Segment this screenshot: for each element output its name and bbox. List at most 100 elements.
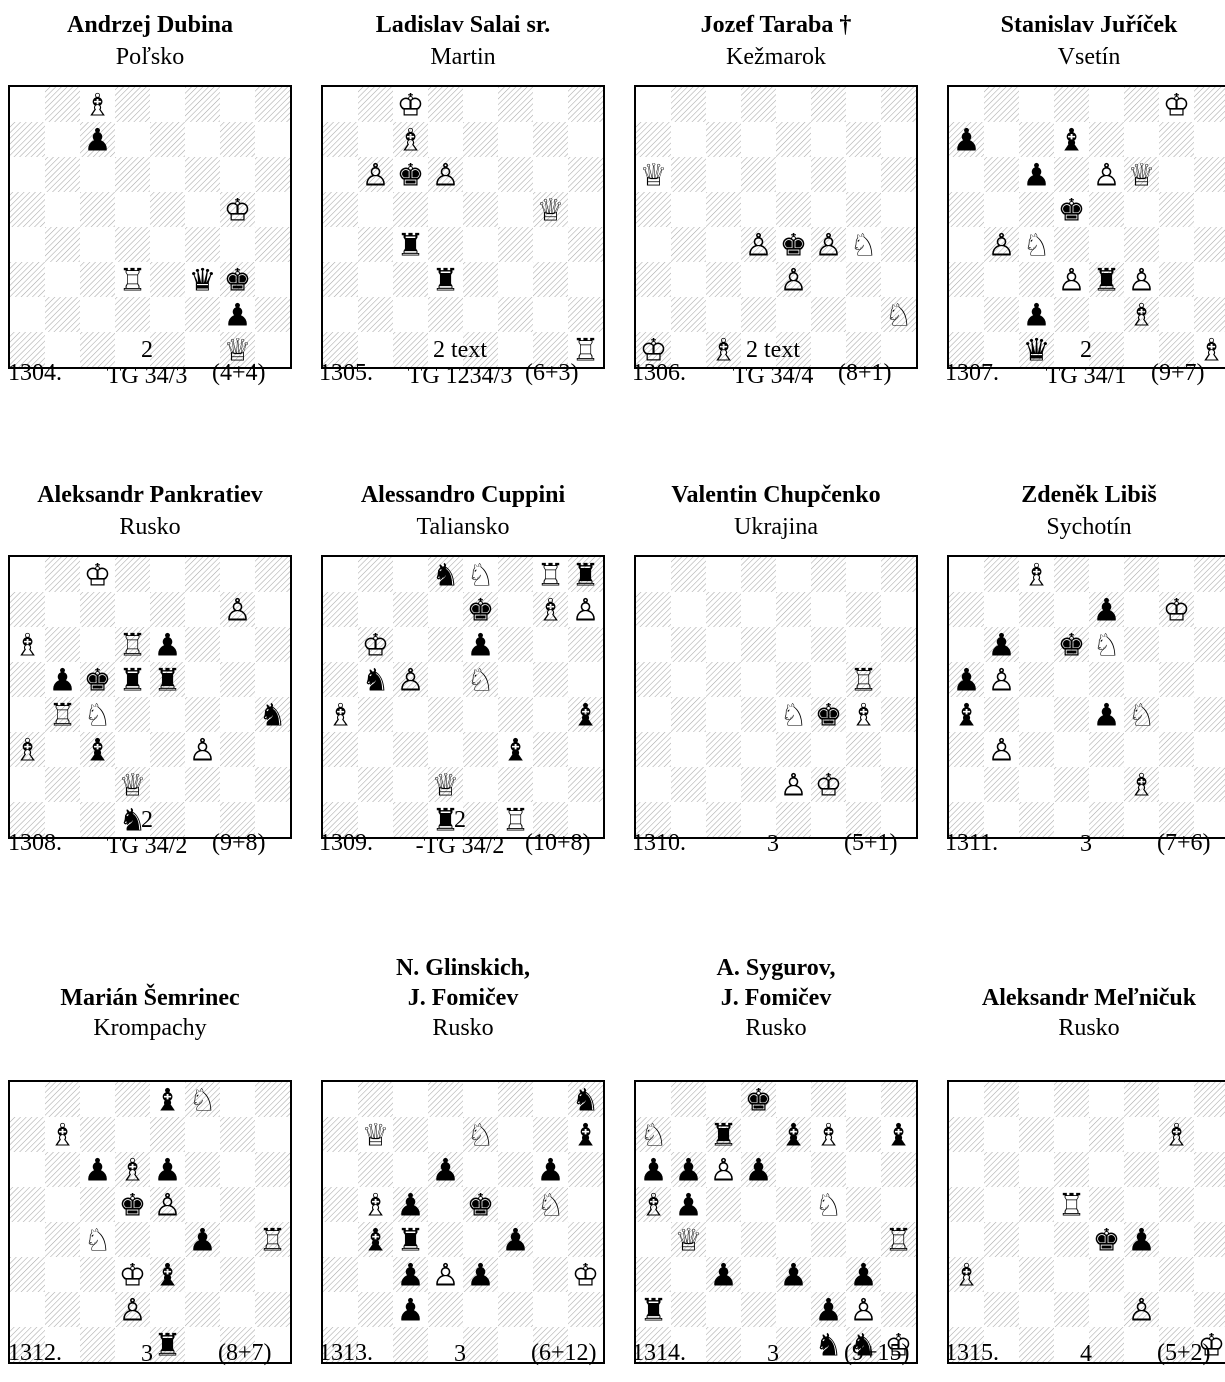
- board-square: [1124, 557, 1159, 592]
- board-square: [741, 1117, 776, 1152]
- board-square: [1089, 192, 1124, 227]
- board-square: [741, 262, 776, 297]
- board-square: [1124, 802, 1159, 837]
- white-knight-piece: ♘: [1128, 698, 1156, 734]
- board-square: [323, 1257, 358, 1292]
- board-square: [949, 1327, 984, 1362]
- board-square: [393, 802, 428, 837]
- board-square: [949, 122, 984, 157]
- problem-footer: 1309. 2 -TG 34/2 (10+8): [313, 807, 623, 872]
- board-square: [949, 1117, 984, 1152]
- author-name: Zdeněk Libiš: [1021, 482, 1157, 508]
- board-square: [115, 1152, 150, 1187]
- board-square: [1019, 122, 1054, 157]
- white-rook-piece: ♖: [259, 1223, 287, 1259]
- board-square: [1019, 1222, 1054, 1257]
- board-square: [323, 627, 358, 662]
- board-square: [220, 262, 255, 297]
- board-square: [185, 1222, 220, 1257]
- board-square: [45, 1082, 80, 1117]
- author-name: J. Fomičev: [720, 985, 832, 1011]
- board-square: [533, 157, 568, 192]
- board-square: [706, 557, 741, 592]
- board-square: [323, 1222, 358, 1257]
- board-square: [80, 1187, 115, 1222]
- black-bishop-piece: ♝: [362, 1223, 390, 1259]
- board-square: [498, 157, 533, 192]
- board-square: [150, 767, 185, 802]
- board-square: [45, 332, 80, 367]
- board-square: [185, 262, 220, 297]
- board-square: [498, 192, 533, 227]
- board-square: [393, 192, 428, 227]
- board-square: [533, 87, 568, 122]
- board-square: [1054, 802, 1089, 837]
- board-square: [949, 802, 984, 837]
- board-square: [150, 192, 185, 227]
- board-square: [323, 1082, 358, 1117]
- board-square: [636, 87, 671, 122]
- board-square: [498, 1187, 533, 1222]
- board-square: [533, 122, 568, 157]
- board-square: [533, 1257, 568, 1292]
- board-square: [568, 767, 603, 802]
- board-square: [323, 227, 358, 262]
- board-square: [358, 192, 393, 227]
- board-square: [1159, 662, 1194, 697]
- board-square: [671, 732, 706, 767]
- black-queen-piece: ♛: [1023, 333, 1051, 368]
- board-square: [846, 157, 881, 192]
- board-square: [636, 1187, 671, 1222]
- black-rook-piece: ♜: [119, 663, 147, 699]
- board-square: [881, 767, 916, 802]
- board-square: [1159, 767, 1194, 802]
- board-square: [706, 1152, 741, 1187]
- board-square: [220, 697, 255, 732]
- board-square: [984, 1152, 1019, 1187]
- black-bishop-piece: ♝: [502, 733, 530, 769]
- white-knight-piece: ♘: [467, 558, 495, 594]
- white-knight-piece: ♘: [467, 1118, 495, 1154]
- problem-number: 1308.: [8, 830, 62, 856]
- board-square: [881, 122, 916, 157]
- board-square: [80, 122, 115, 157]
- board-square: [984, 122, 1019, 157]
- board-square: [80, 1152, 115, 1187]
- board-square: [150, 662, 185, 697]
- board-square: [323, 297, 358, 332]
- board-square: [185, 697, 220, 732]
- board-square: [881, 697, 916, 732]
- board-square: [393, 1327, 428, 1362]
- board-square: [636, 1082, 671, 1117]
- board-square: [1089, 767, 1124, 802]
- board-square: [846, 1117, 881, 1152]
- board-square: [881, 1327, 916, 1362]
- board-square: [706, 227, 741, 262]
- board-square: [671, 557, 706, 592]
- white-pawn-piece: ♙: [815, 228, 843, 264]
- board-square: [10, 87, 45, 122]
- black-pawn-piece: ♟: [224, 298, 252, 334]
- stipulation-condition: TG 1234/3: [407, 363, 513, 389]
- board-square: [846, 192, 881, 227]
- board-square: [1194, 662, 1225, 697]
- board-square: [115, 1187, 150, 1222]
- board-square: [115, 332, 150, 367]
- piece-count: (10+8): [525, 830, 591, 856]
- board-square: [741, 802, 776, 837]
- board-square: [498, 767, 533, 802]
- board-square: [393, 697, 428, 732]
- board-square: [776, 1187, 811, 1222]
- board-square: [220, 557, 255, 592]
- board-square: [1089, 1257, 1124, 1292]
- black-king-piece: ♚: [815, 698, 843, 734]
- board-square: [741, 157, 776, 192]
- board-square: [636, 592, 671, 627]
- board-square: [1019, 1327, 1054, 1362]
- board-square: [671, 262, 706, 297]
- board-square: [115, 697, 150, 732]
- board-square: [463, 592, 498, 627]
- board-square: [706, 767, 741, 802]
- board-square: [1089, 627, 1124, 662]
- board-square: [45, 557, 80, 592]
